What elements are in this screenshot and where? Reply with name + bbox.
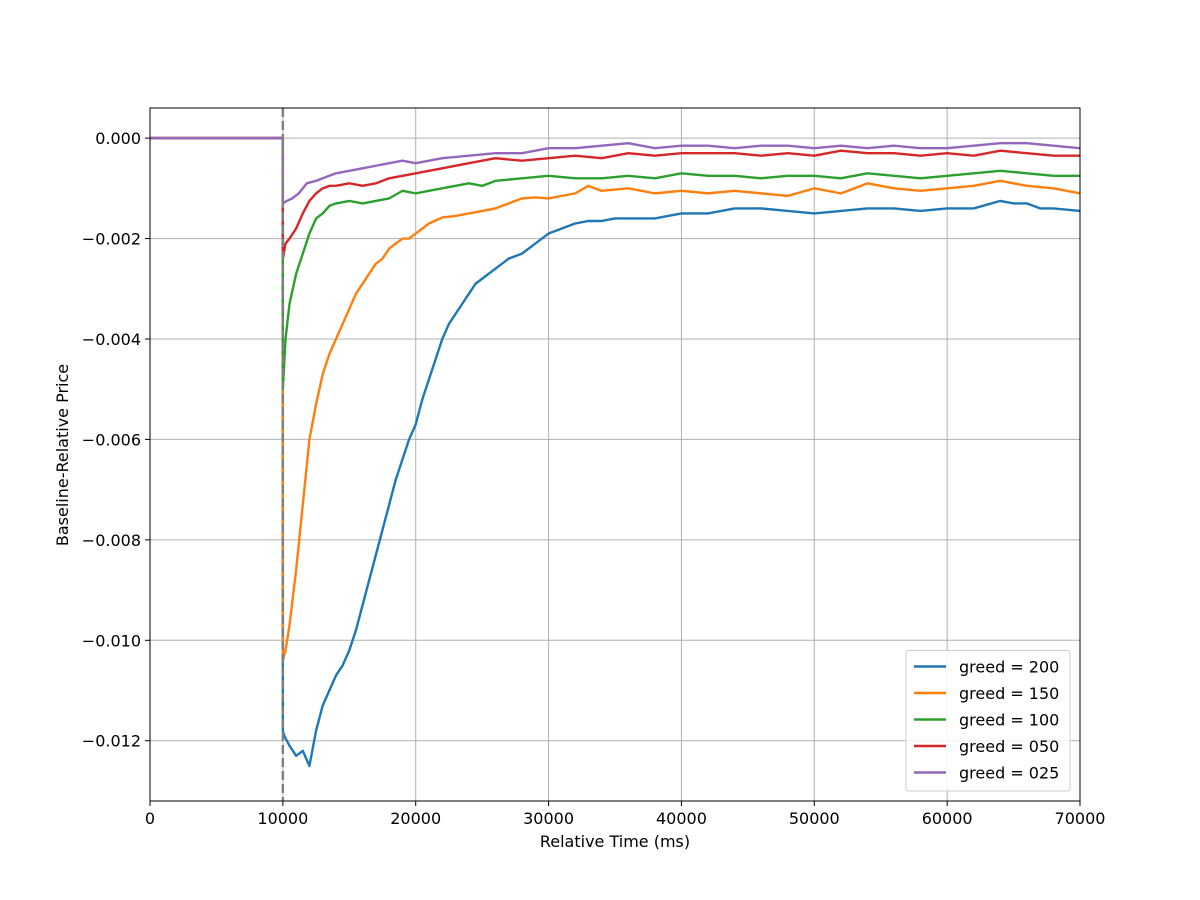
x-tick-label: 10000 — [257, 809, 308, 828]
y-axis-label: Baseline-Relative Price — [53, 364, 72, 546]
series-line-greed-050 — [150, 136, 1080, 260]
x-tick-label: 40000 — [656, 809, 707, 828]
series-line-greed-200 — [150, 136, 1080, 768]
legend-label: greed = 025 — [959, 764, 1059, 783]
y-tick-label: −0.010 — [82, 631, 141, 650]
y-tick-label: −0.004 — [82, 330, 141, 349]
y-tick-label: −0.002 — [82, 230, 141, 249]
plot-area — [150, 108, 1080, 801]
series-line-greed-025 — [150, 136, 1080, 205]
series-line-greed-150 — [150, 136, 1080, 662]
legend-box — [905, 650, 1071, 792]
legend-label: greed = 150 — [959, 684, 1059, 703]
axes-frame — [149, 107, 1081, 802]
x-tick-label: 50000 — [789, 809, 840, 828]
legend-label: greed = 200 — [959, 658, 1059, 677]
x-tick-label: 70000 — [1055, 809, 1106, 828]
y-tick-label: −0.012 — [82, 732, 141, 751]
x-axis-label: Relative Time (ms) — [540, 832, 690, 851]
y-tick-label: −0.008 — [82, 531, 141, 550]
x-tick-label: 0 — [145, 809, 155, 828]
x-tick-label: 30000 — [523, 809, 574, 828]
series-line-greed-100 — [150, 136, 1080, 391]
legend: greed = 200 greed = 150 greed = 100 greed =… — [905, 650, 1071, 792]
y-tick-label: 0.000 — [95, 129, 141, 148]
x-tick-label: 60000 — [922, 809, 973, 828]
y-tick-label: −0.006 — [82, 430, 141, 449]
legend-label: greed = 050 — [959, 737, 1059, 756]
x-tick-label: 20000 — [390, 809, 441, 828]
axes: 0 10000 20000 30000 40000 50000 60000 70000 0.00… — [82, 107, 1106, 828]
legend-label: greed = 100 — [959, 711, 1059, 730]
